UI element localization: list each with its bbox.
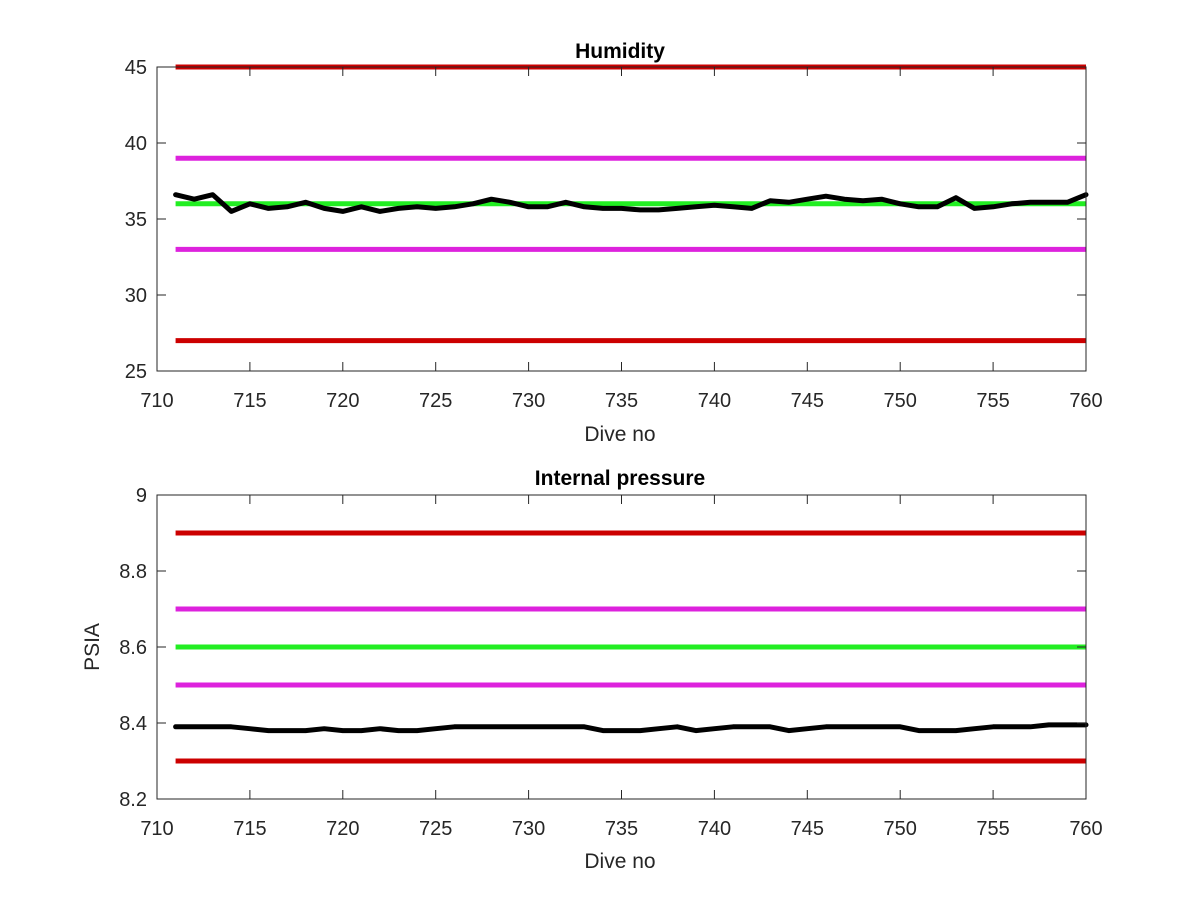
- internal-pressure-series-line-0: [173, 722, 1089, 734]
- humidity-xtick-label: 750: [884, 390, 917, 412]
- internal-pressure-ytick-label: 8.6: [119, 637, 147, 659]
- internal-pressure-xtick-label: 745: [791, 818, 824, 840]
- humidity-xtick-label: 710: [140, 390, 173, 412]
- humidity-ytick-label: 35: [125, 209, 147, 231]
- humidity-xtick-label: 720: [326, 390, 359, 412]
- humidity-ytick-label: 25: [125, 361, 147, 383]
- internal-pressure-ytick-label: 8.2: [119, 789, 147, 811]
- internal-pressure-ylabel: PSIA: [81, 623, 104, 671]
- internal-pressure-xtick-label: 735: [605, 818, 638, 840]
- humidity-xtick-label: 735: [605, 390, 638, 412]
- humidity-axes-box: [156, 66, 1087, 372]
- internal-pressure-xtick-label: 750: [884, 818, 917, 840]
- internal-pressure-ytick-label: 9: [136, 485, 147, 507]
- humidity-ytick-label: 45: [125, 57, 147, 79]
- humidity-xtick-label: 730: [512, 390, 545, 412]
- humidity-xtick-label: 725: [419, 390, 452, 412]
- humidity-panel: Humidity Dive no 710 715 720 725 730 735 740 74…: [125, 40, 1103, 446]
- internal-pressure-xtick-label: 755: [976, 818, 1009, 840]
- humidity-xtick-label: 760: [1069, 390, 1102, 412]
- humidity-xtick-label: 715: [233, 390, 266, 412]
- internal-pressure-xtick-label: 720: [326, 818, 359, 840]
- humidity-ytick-label: 30: [125, 285, 147, 307]
- humidity-xtick-label: 740: [698, 390, 731, 412]
- humidity-ytick-label: 40: [125, 133, 147, 155]
- humidity-xtick-label: 745: [791, 390, 824, 412]
- internal-pressure-title: Internal pressure: [535, 467, 705, 490]
- internal-pressure-xtick-label: 730: [512, 818, 545, 840]
- internal-pressure-xlabel: Dive no: [584, 850, 655, 873]
- internal-pressure-xtick-label: 740: [698, 818, 731, 840]
- internal-pressure-ytick-label: 8.8: [119, 561, 147, 583]
- internal-pressure-xtick-label: 710: [140, 818, 173, 840]
- internal-pressure-xtick-label: 715: [233, 818, 266, 840]
- humidity-series-line-0: [173, 192, 1089, 214]
- humidity-xlabel: Dive no: [584, 423, 655, 446]
- humidity-title: Humidity: [575, 40, 665, 63]
- internal-pressure-xtick-label: 725: [419, 818, 452, 840]
- internal-pressure-ytick-label: 8.4: [119, 713, 147, 735]
- internal-pressure-panel: Internal pressure Dive no PSIA 710 715 720…: [81, 467, 1103, 873]
- internal-pressure-xtick-label: 760: [1069, 818, 1102, 840]
- humidity-xtick-label: 755: [976, 390, 1009, 412]
